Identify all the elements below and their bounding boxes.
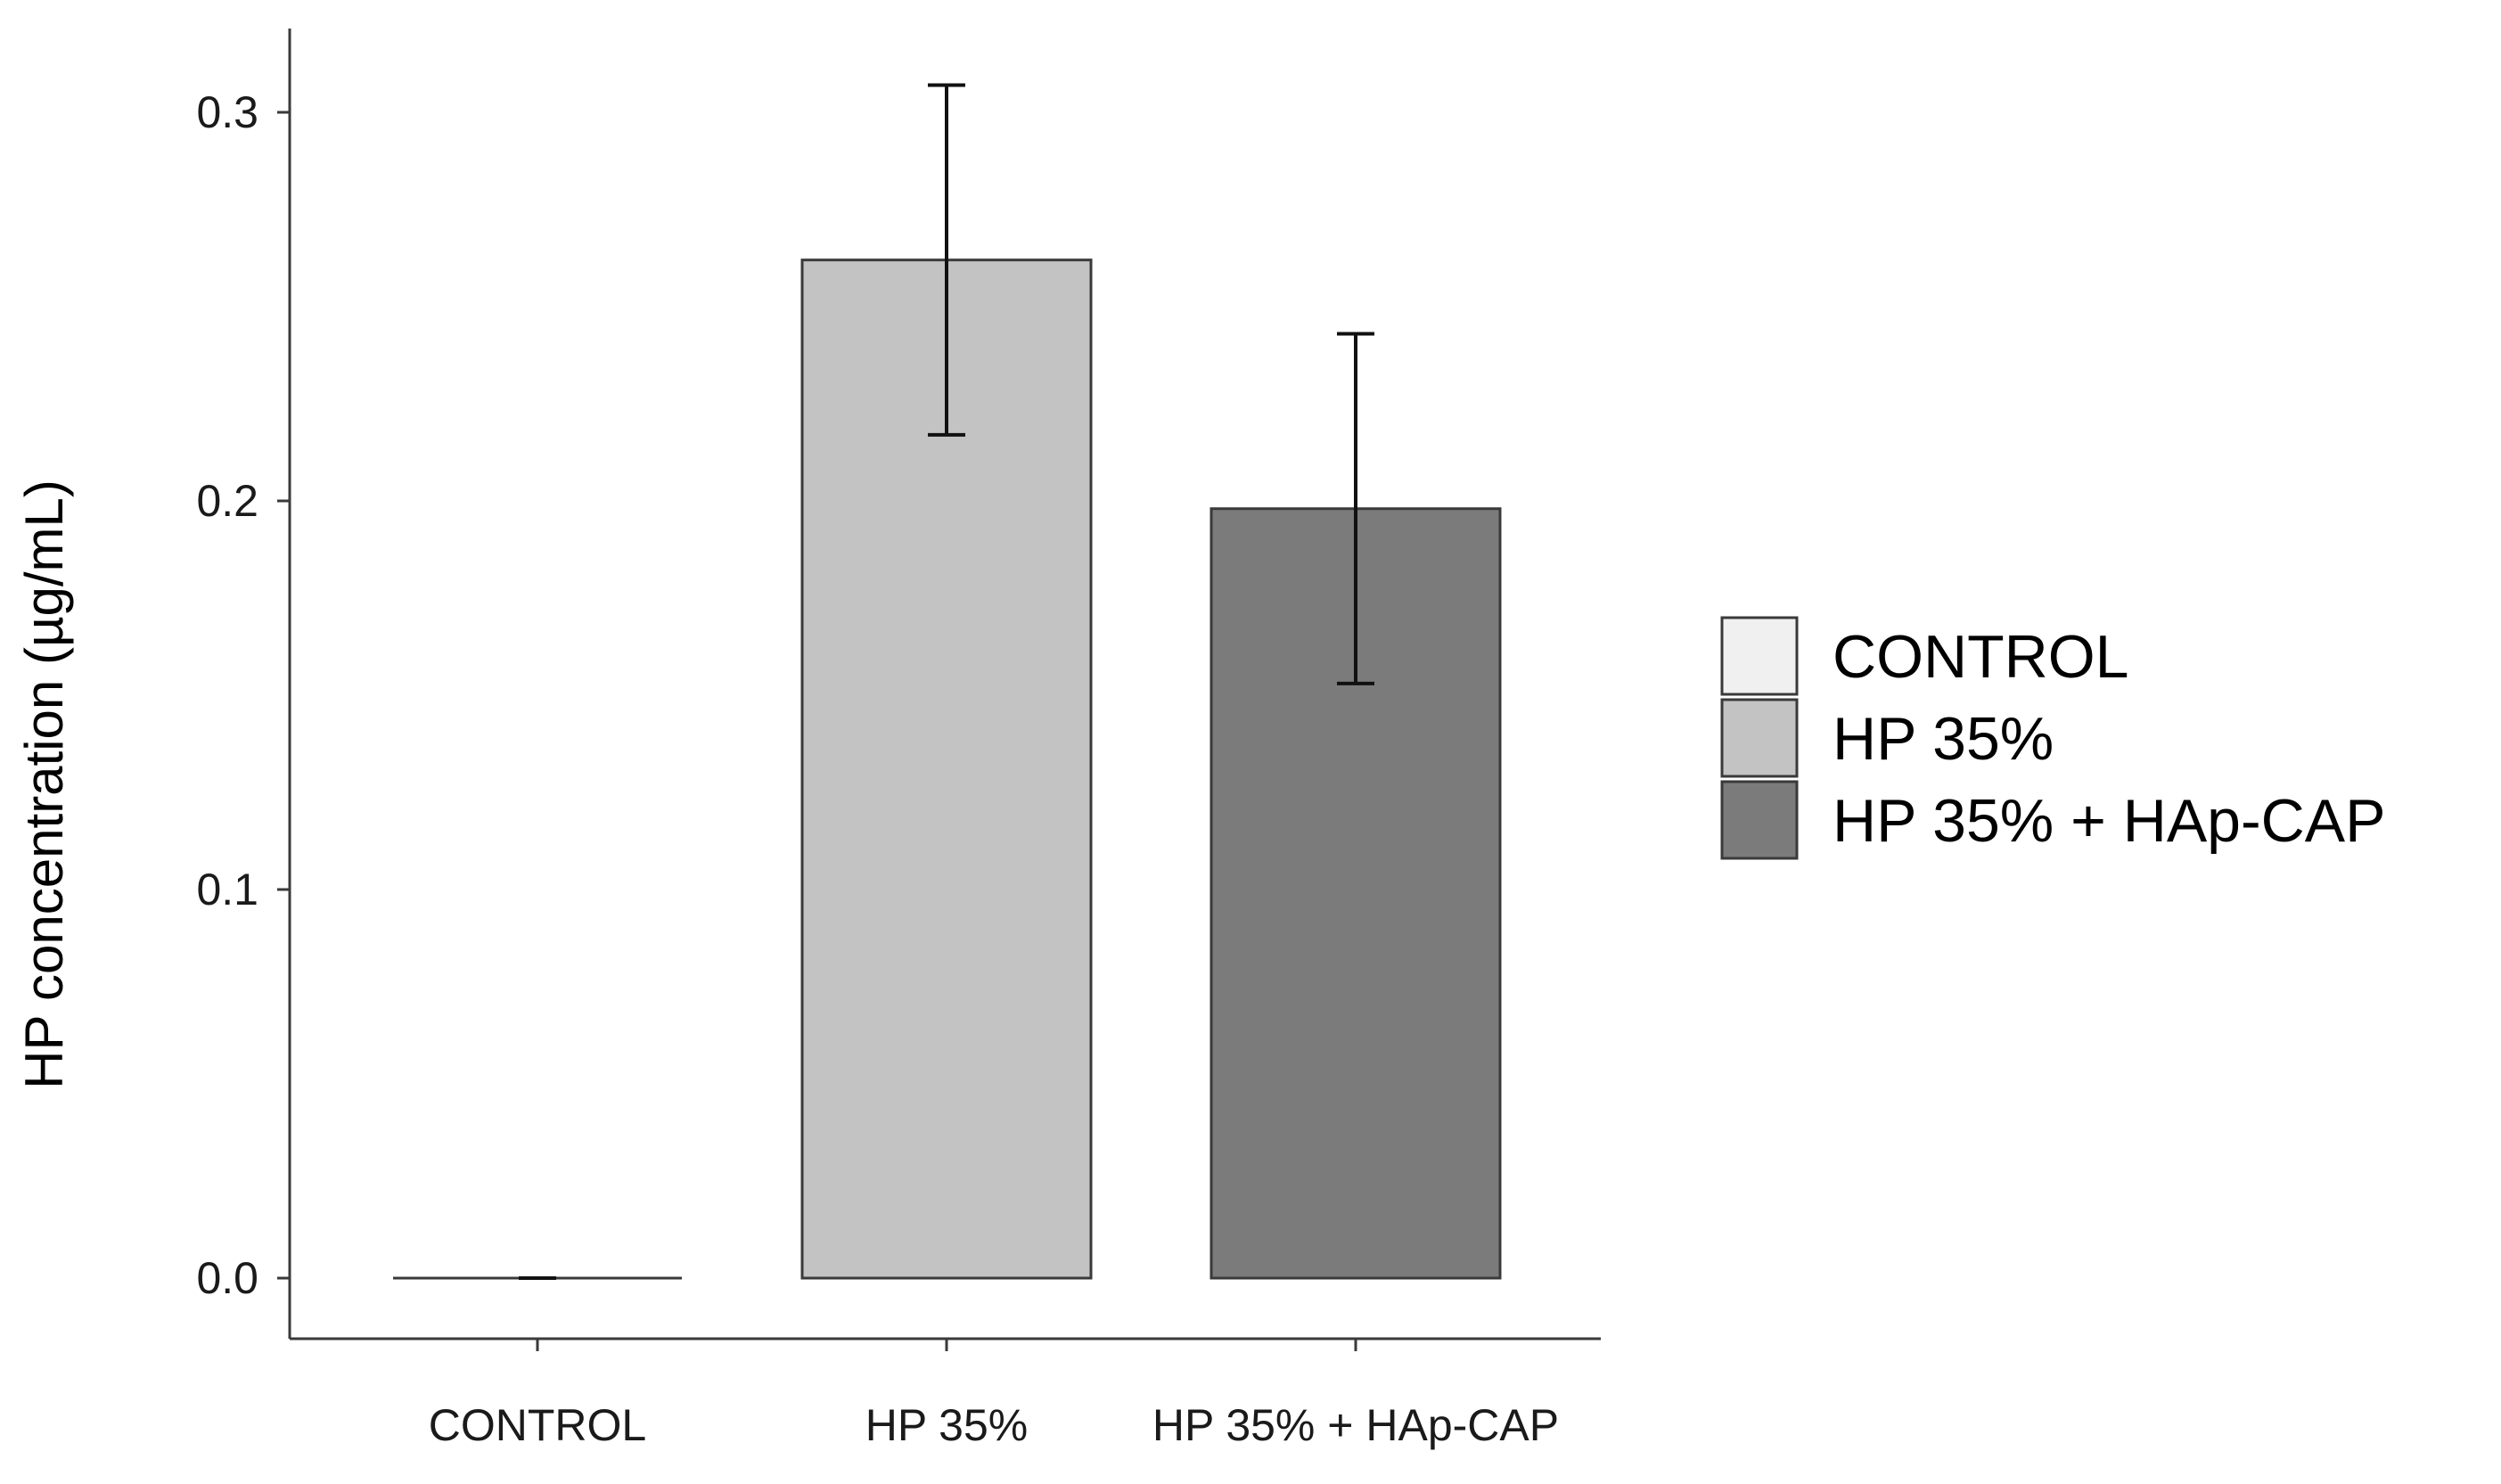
y-tick-label: 0.0	[196, 1253, 258, 1303]
legend-swatch	[1720, 616, 1799, 696]
y-tick-label: 0.3	[196, 87, 258, 137]
y-axis-title: HP concentration (µg/mL)	[14, 480, 74, 1089]
x-ticks-layer: CONTROL HP 35% HP 35% + HAp-CAP	[429, 1339, 1559, 1450]
x-tick-label: HP 35%	[865, 1400, 1029, 1450]
legend-label: HP 35%	[1833, 705, 2054, 773]
error-bars-layer	[519, 83, 1374, 1280]
legend-swatch	[1720, 698, 1799, 778]
legend: CONTROL HP 35% HP 35% + HAp-CAP	[1720, 616, 2385, 860]
x-tick-label: CONTROL	[429, 1400, 646, 1450]
x-tick-label: HP 35% + HAp-CAP	[1152, 1400, 1559, 1450]
legend-swatch	[1720, 780, 1799, 860]
y-ticks-layer: 0.0 0.1 0.2 0.3	[196, 87, 290, 1303]
legend-label: CONTROL	[1833, 623, 2128, 691]
y-tick-label: 0.2	[196, 476, 258, 526]
legend-label: HP 35% + HAp-CAP	[1833, 787, 2385, 855]
y-tick-label: 0.1	[196, 865, 258, 914]
